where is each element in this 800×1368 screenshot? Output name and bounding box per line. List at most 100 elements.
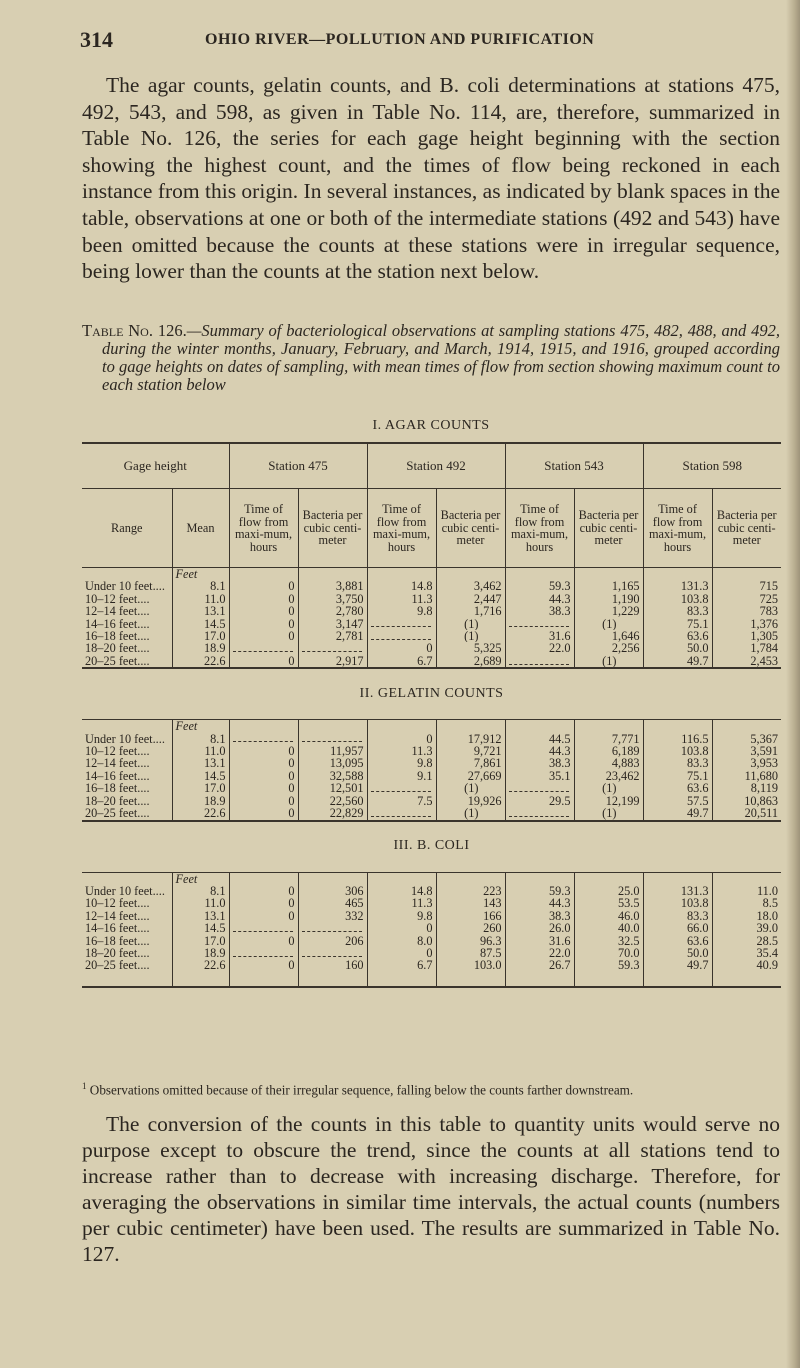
section-heading-agar: I. AGAR COUNTS — [372, 418, 490, 433]
omitted-cell — [504, 654, 575, 669]
value-cell: 3,953 — [711, 757, 782, 770]
value-cell: 28.5 — [711, 934, 782, 947]
value-cell: 59.3 — [573, 959, 644, 972]
mean-cell: 18.9 — [171, 794, 230, 808]
value-cell: 2,780 — [297, 605, 368, 618]
value-cell: 160 — [297, 959, 368, 972]
mean-cell: 17.0 — [171, 934, 230, 947]
value-cell: 8,119 — [711, 782, 782, 795]
empty-cell — [435, 567, 506, 581]
empty-cell — [171, 971, 230, 988]
value-cell: 1,376 — [711, 617, 782, 631]
range-cell: 20–25 feet — [82, 655, 172, 668]
mean-cell: 22.6 — [171, 959, 230, 972]
dashed-blank — [232, 925, 293, 932]
value-cell: 75.1 — [642, 769, 713, 783]
omitted-cell — [366, 630, 437, 643]
empty-cell — [711, 567, 782, 581]
empty-cell — [228, 872, 299, 885]
value-cell: 70.0 — [573, 946, 644, 960]
closing-paragraph: The conversion of the counts in this tab… — [82, 1112, 780, 1266]
dashed-blank — [370, 785, 431, 792]
range-cell: 12–14 feet — [82, 910, 172, 922]
mean-cell: 13.1 — [171, 909, 230, 923]
value-cell: 40.0 — [573, 922, 644, 935]
value-cell: 166 — [435, 909, 506, 923]
omitted-cell — [228, 732, 299, 746]
value-cell: 0 — [228, 782, 299, 795]
intro-paragraph: The agar counts, gelatin counts, and B. … — [82, 73, 780, 284]
value-cell: 2,689 — [435, 654, 506, 669]
value-cell: 83.3 — [642, 757, 713, 770]
empty-cell — [642, 872, 713, 885]
value-cell: 40.9 — [711, 959, 782, 972]
range-cell: 12–14 feet — [82, 605, 172, 617]
omitted-footnote-cell: (1) — [435, 617, 506, 631]
omitted-cell — [504, 617, 575, 631]
mean-cell: 11.0 — [171, 592, 230, 606]
value-cell: 31.6 — [504, 630, 575, 643]
range-cell: 16–18 feet — [82, 935, 172, 947]
range-cell: 18–20 feet — [82, 947, 172, 959]
empty-cell — [573, 872, 644, 885]
range-cell: 10–12 feet — [82, 897, 172, 909]
value-cell: 1,165 — [573, 580, 644, 593]
value-cell: 27,669 — [435, 769, 506, 783]
empty-cell — [366, 971, 437, 988]
value-cell: 0 — [228, 897, 299, 910]
value-cell: 0 — [228, 745, 299, 758]
omitted-cell — [228, 946, 299, 960]
value-cell: 63.6 — [642, 630, 713, 643]
omitted-cell — [297, 946, 368, 960]
section-heading: II. GELATIN COUNTS — [82, 667, 782, 721]
group-header-station-475: Station 475 — [228, 442, 368, 489]
omitted-cell — [228, 642, 299, 655]
range-cell: 16–18 feet — [82, 630, 172, 642]
value-cell: 0 — [228, 757, 299, 770]
mean-cell: 17.0 — [171, 782, 230, 795]
empty-cell — [642, 567, 713, 581]
empty-cell — [573, 567, 644, 581]
value-cell: 12,501 — [297, 782, 368, 795]
value-cell: 0 — [228, 884, 299, 898]
column-header: Time of flow from maxi-mum, hours — [228, 488, 299, 568]
value-cell: 143 — [435, 897, 506, 910]
table-row: 16–18 feet17.002,781 (1)31.61,64663.61,30… — [82, 630, 782, 643]
mean-cell: 22.6 — [171, 654, 230, 669]
omitted-footnote-cell: (1) — [573, 617, 644, 631]
mean-cell: 11.0 — [171, 897, 230, 910]
running-title: OHIO RIVER—POLLUTION AND PURIFICATION — [205, 31, 595, 48]
footnote-text: Observations omitted because of their ir… — [89, 1082, 634, 1098]
value-cell: 53.5 — [573, 897, 644, 910]
dashed-blank — [370, 810, 431, 817]
range-cell: 18–20 feet — [82, 642, 172, 654]
column-header: Mean — [171, 488, 230, 568]
value-cell: 38.3 — [504, 757, 575, 770]
range-cell: Under 10 feet — [82, 580, 172, 592]
table-row: 12–14 feet13.102,7809.81,71638.31,22983.… — [82, 605, 782, 618]
table-row: 20–25 feet22.601606.7103.026.759.349.740… — [82, 959, 782, 972]
value-cell: 7,771 — [573, 732, 644, 746]
unit-label: Feet — [171, 872, 230, 885]
value-cell: 783 — [711, 605, 782, 618]
value-cell: 11.3 — [366, 897, 437, 910]
value-cell: 83.3 — [642, 909, 713, 923]
range-cell: 20–25 feet — [82, 959, 172, 971]
value-cell: 18.0 — [711, 909, 782, 923]
table-row: 18–20 feet18.9 087.522.070.050.035.4 — [82, 946, 782, 960]
mean-cell: 17.0 — [171, 630, 230, 643]
empty-cell — [82, 720, 172, 733]
omitted-cell — [366, 782, 437, 795]
value-cell: 12,199 — [573, 794, 644, 808]
value-cell: 49.7 — [642, 654, 713, 669]
value-cell: 116.5 — [642, 732, 713, 746]
value-cell: 0 — [228, 959, 299, 972]
empty-cell — [228, 567, 299, 581]
group-header-station-492: Station 492 — [366, 442, 506, 489]
value-cell: 131.3 — [642, 884, 713, 898]
value-cell: 6,189 — [573, 745, 644, 758]
section-heading-row: II. GELATIN COUNTS — [82, 667, 782, 721]
omitted-cell — [297, 642, 368, 655]
